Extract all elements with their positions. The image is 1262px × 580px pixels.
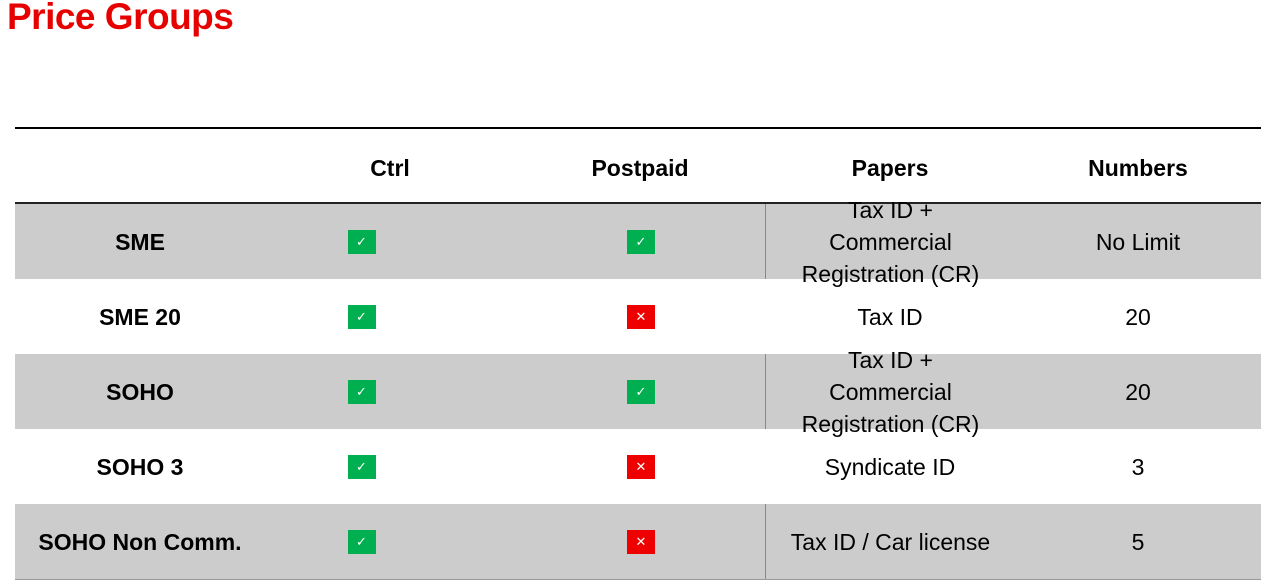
check-icon: ✓ [627,379,655,404]
column-header-numbers: Numbers [1088,154,1188,181]
row-name: SOHO 3 [96,453,184,480]
row-ctrl: ✓ [265,429,515,504]
row-papers: Tax ID / Car license [765,504,1015,579]
row-name: SME [115,228,165,255]
column-header-papers: Papers [851,154,929,181]
column-header-postpaid: Postpaid [591,154,689,181]
cross-icon: ✕ [627,529,655,554]
table-row: SOHO ✓ ✓ Tax ID + Commercial Registration (… [15,347,1261,437]
page-title: Price Groups [7,0,234,37]
check-icon: ✓ [347,304,376,329]
row-ctrl: ✓ [265,354,515,429]
table-row: SME ✓ ✓ Tax ID + Commercial Registration (C… [15,197,1261,287]
check-icon: ✓ [347,229,376,254]
column-header-name [15,129,265,202]
row-ctrl: ✓ [265,279,515,354]
check-icon: ✓ [347,379,376,404]
row-papers: Syndicate ID [824,453,956,480]
table-body: SME ✓ ✓ Tax ID + Commercial Registration (C… [15,197,1261,580]
row-papers: Tax ID + Commercial Registration (CR) [765,347,1015,437]
row-numbers: 3 [1131,453,1145,480]
cross-icon: ✕ [627,454,655,479]
row-ctrl: ✓ [265,504,515,579]
table-row: SOHO Non Comm. ✓ ✕ Tax ID / Car license 5 [15,504,1261,580]
row-numbers: 5 [1131,528,1145,555]
cross-icon: ✕ [627,304,655,329]
table-header: Ctrl Postpaid Papers Numbers [15,129,1261,204]
row-postpaid: ✓ [515,204,765,279]
row-postpaid: ✓ [515,354,765,429]
table-row: SME 20 ✓ ✕ Tax ID 20 [15,279,1261,354]
row-postpaid: ✕ [515,504,765,579]
row-papers: Tax ID [857,303,923,330]
row-postpaid: ✕ [515,279,765,354]
check-icon: ✓ [347,529,376,554]
row-postpaid: ✕ [515,429,765,504]
row-numbers: 20 [1125,378,1151,405]
check-icon: ✓ [627,229,655,254]
row-name: SME 20 [99,303,181,330]
row-numbers: 20 [1125,303,1151,330]
row-ctrl: ✓ [265,204,515,279]
column-header-ctrl: Ctrl [370,154,410,181]
check-icon: ✓ [347,454,376,479]
row-papers: Tax ID + Commercial Registration (CR) [765,197,1015,287]
row-name: SOHO Non Comm. [38,528,242,555]
row-numbers: No Limit [1095,228,1181,255]
row-name: SOHO [106,378,174,405]
table-row: SOHO 3 ✓ ✕ Syndicate ID 3 [15,429,1261,504]
price-groups-table: Ctrl Postpaid Papers Numbers SME ✓ ✓ Tax ID… [15,127,1261,580]
